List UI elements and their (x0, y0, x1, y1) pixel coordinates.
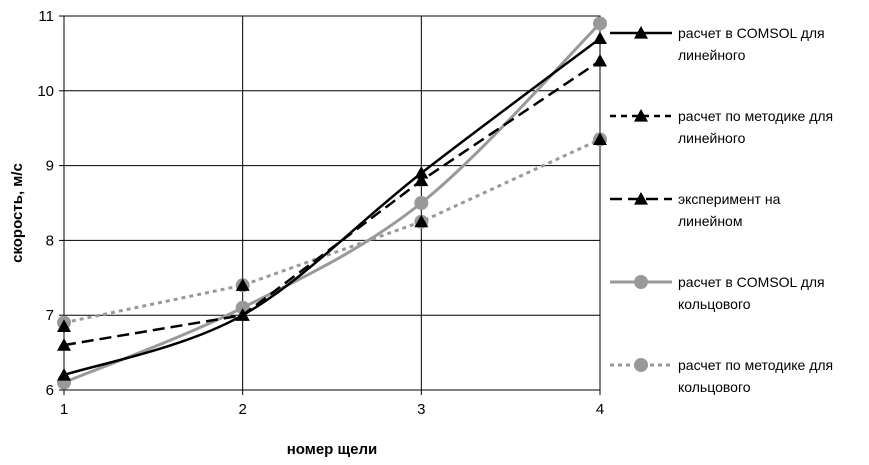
data-point (235, 308, 250, 321)
series-3 (57, 53, 607, 351)
legend-label: эксперимент на (678, 191, 781, 207)
x-tick-label: 4 (596, 401, 604, 418)
y-tick-label: 8 (46, 232, 54, 249)
data-point (414, 196, 429, 210)
series-2 (57, 132, 607, 333)
plot-frame (63, 15, 601, 391)
data-point (593, 132, 607, 146)
grid-lines (59, 15, 601, 395)
series-layer (57, 16, 607, 390)
series-5 (57, 132, 607, 330)
series-line (63, 22, 602, 384)
legend-marker (634, 275, 648, 289)
x-tick-label: 3 (417, 401, 425, 418)
y-tick-label: 7 (46, 307, 54, 324)
y-tick-label: 9 (46, 158, 54, 175)
legend-marker (634, 26, 648, 39)
data-point (57, 319, 71, 333)
series-line (63, 37, 601, 377)
legend-label: кольцового (678, 296, 751, 312)
data-point (593, 16, 607, 31)
legend-item-3: эксперимент на линейном (610, 191, 781, 229)
data-point (414, 214, 429, 228)
data-point (414, 173, 429, 187)
legend-label: расчет по методике для (678, 357, 833, 373)
series-line (63, 59, 601, 347)
x-tick-label: 2 (238, 401, 246, 418)
data-point (593, 53, 607, 67)
legend-item-5: расчет по методике для кольцового (610, 357, 833, 395)
legend-item-2: расчет по методике для линейного (610, 108, 833, 146)
y-tick-label: 6 (46, 382, 54, 399)
data-point (593, 31, 607, 45)
series-1 (57, 31, 607, 381)
legend-marker (634, 192, 648, 205)
legend-label: линейного (678, 47, 746, 63)
data-point (57, 368, 71, 381)
data-point (235, 278, 250, 291)
legend-marker (634, 109, 648, 122)
legend-label: линейного (678, 130, 746, 146)
legend-item-4: расчет в COMSOL для кольцового (610, 274, 825, 312)
legend-label: расчет в COMSOL для (678, 274, 825, 290)
data-point (414, 166, 429, 179)
y-axis-label: скорость, м/с (9, 163, 26, 263)
legend-marker (634, 358, 648, 372)
x-tick-label: 1 (60, 401, 68, 418)
legend-label: кольцового (678, 379, 751, 395)
legend-label: расчет в COMSOL для (678, 25, 825, 41)
series-line (63, 138, 601, 325)
legend-item-1: расчет в COMSOL для линейного (610, 25, 825, 63)
y-tick-label: 10 (37, 83, 54, 100)
data-point (57, 338, 71, 351)
y-tick-label: 11 (38, 8, 54, 25)
legend-label: расчет по методике для (678, 108, 833, 124)
legend-label: линейном (678, 213, 742, 229)
x-axis-label: номер щели (287, 441, 378, 458)
